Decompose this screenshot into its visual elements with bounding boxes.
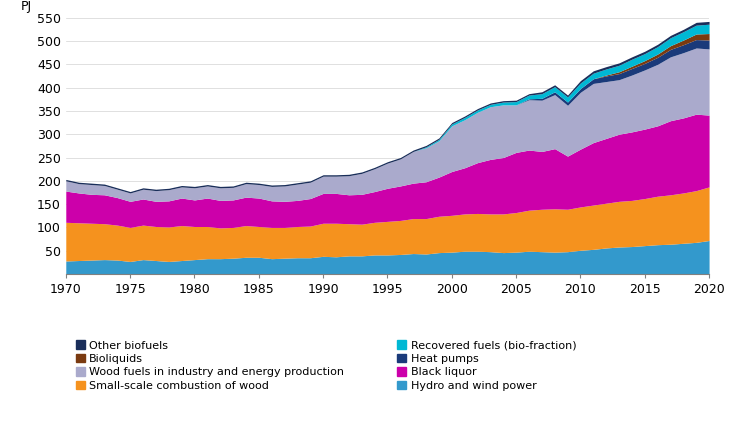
Text: PJ: PJ: [20, 0, 32, 12]
Legend: Recovered fuels (bio-fraction), Heat pumps, Black liquor, Hydro and wind power: Recovered fuels (bio-fraction), Heat pum…: [393, 336, 581, 395]
